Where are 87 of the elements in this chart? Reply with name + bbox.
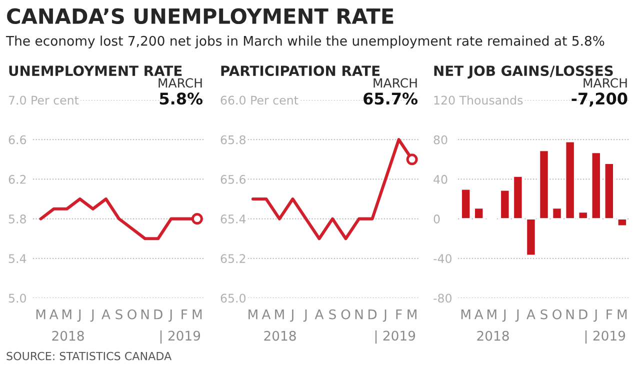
y-tick-label: 66.0 Per cent [220,96,298,105]
y-tick-label: 65.4 [220,214,246,224]
x-tick-label: S [116,309,122,320]
x-tick-label: M [62,310,72,320]
bar [474,207,484,220]
annotation: 65.7% [364,92,418,105]
text: MARCH [584,78,627,88]
y-tick-label: 6.2 [8,174,26,184]
text: 2018 [264,330,296,341]
y-tick-label: 65.0 [220,294,246,303]
bar [512,176,524,220]
annotation: -7,200 [572,92,628,107]
text: | 2019 [375,330,416,344]
x-tick-label: M [275,310,284,320]
x-tick-label: M [192,310,202,320]
bar [500,189,510,220]
bar [564,140,576,220]
x-tick-label: F [182,310,188,320]
x-tick-label: F [396,310,402,320]
y-tick-label: 65.6 [220,174,246,184]
y-tick-label: -80 [434,294,452,303]
y-tick-label: 40 [434,174,448,184]
bar [590,152,602,220]
y-tick-label: 65.2 [220,254,246,264]
text: 2018 [52,330,84,341]
text: 2018 [477,330,509,341]
x-tick-label: J [290,310,294,322]
y-tick-label: 6.6 [8,135,26,144]
x-tick-label: D [579,310,588,320]
chart-title: PARTICIPATION RATE [221,66,380,76]
x-tick-label: M [461,310,470,320]
x-tick-label: S [329,309,336,320]
x-tick-label: A [102,310,110,320]
bar [552,207,562,220]
x-tick-label: A [262,310,271,320]
annotation: 5.8% [160,92,202,105]
bar [578,211,588,220]
x-tick-label: J [382,310,386,322]
x-tick-label: N [355,310,363,320]
y-tick-label: 5.8 [8,214,26,224]
text: | 2019 [585,330,626,344]
chart-title: UNEMPLOYMENT RATE [9,66,182,76]
y-tick-label: 7.0 Per cent [8,96,79,105]
text: | 2019 [160,330,200,344]
y-tick-label: 5.0 [8,294,26,303]
x-tick-label: M [487,310,496,320]
x-tick-label: N [566,310,574,320]
bar [604,162,614,220]
x-tick-label: J [303,310,307,322]
x-tick-label: M [36,310,46,320]
bar [538,150,550,220]
x-tick-label: S [540,309,548,320]
text: MARCH [374,78,417,88]
x-tick-label: J [168,310,172,322]
y-tick-label: 0 [434,214,440,224]
x-tick-label: N [141,310,149,320]
x-tick-label: M [248,310,258,320]
x-tick-label: D [368,310,377,320]
x-tick-label: F [606,310,612,320]
y-tick-label: 65.8 [220,135,246,144]
x-tick-label: J [515,310,519,322]
x-tick-label: O [128,309,136,320]
x-tick-label: O [552,309,562,320]
x-tick-label: A [474,310,484,320]
y-tick-label: 5.4 [8,254,26,264]
x-tick-label: J [502,310,506,322]
y-tick-label: 120 Thousands [434,96,523,105]
y-tick-label: -40 [434,254,452,264]
x-tick-label: A [314,310,324,320]
text: MARCH [158,78,202,88]
source-note: SOURCE: STATISTICS CANADA [6,352,172,360]
x-tick-label: A [526,310,536,320]
x-tick-label: D [154,310,162,320]
x-tick-label: O [341,309,350,320]
x-tick-label: J [90,310,94,322]
chart-title: NET JOB GAINS/LOSSES [434,66,613,79]
x-tick-label: A [49,310,58,320]
bar [616,218,628,227]
text: The economy lost 7,200 net jobs in March while the unemployment rate remained at 5.8% [6,36,604,48]
bar [526,218,536,256]
bar [460,188,472,220]
x-tick-label: J [593,310,597,322]
x-tick-label: M [618,310,627,320]
text: CANADA’S UNEMPLOYMENT RATE [7,8,394,24]
x-tick-label: J [77,310,81,322]
y-tick-label: 80 [434,135,448,144]
x-tick-label: M [408,310,416,320]
